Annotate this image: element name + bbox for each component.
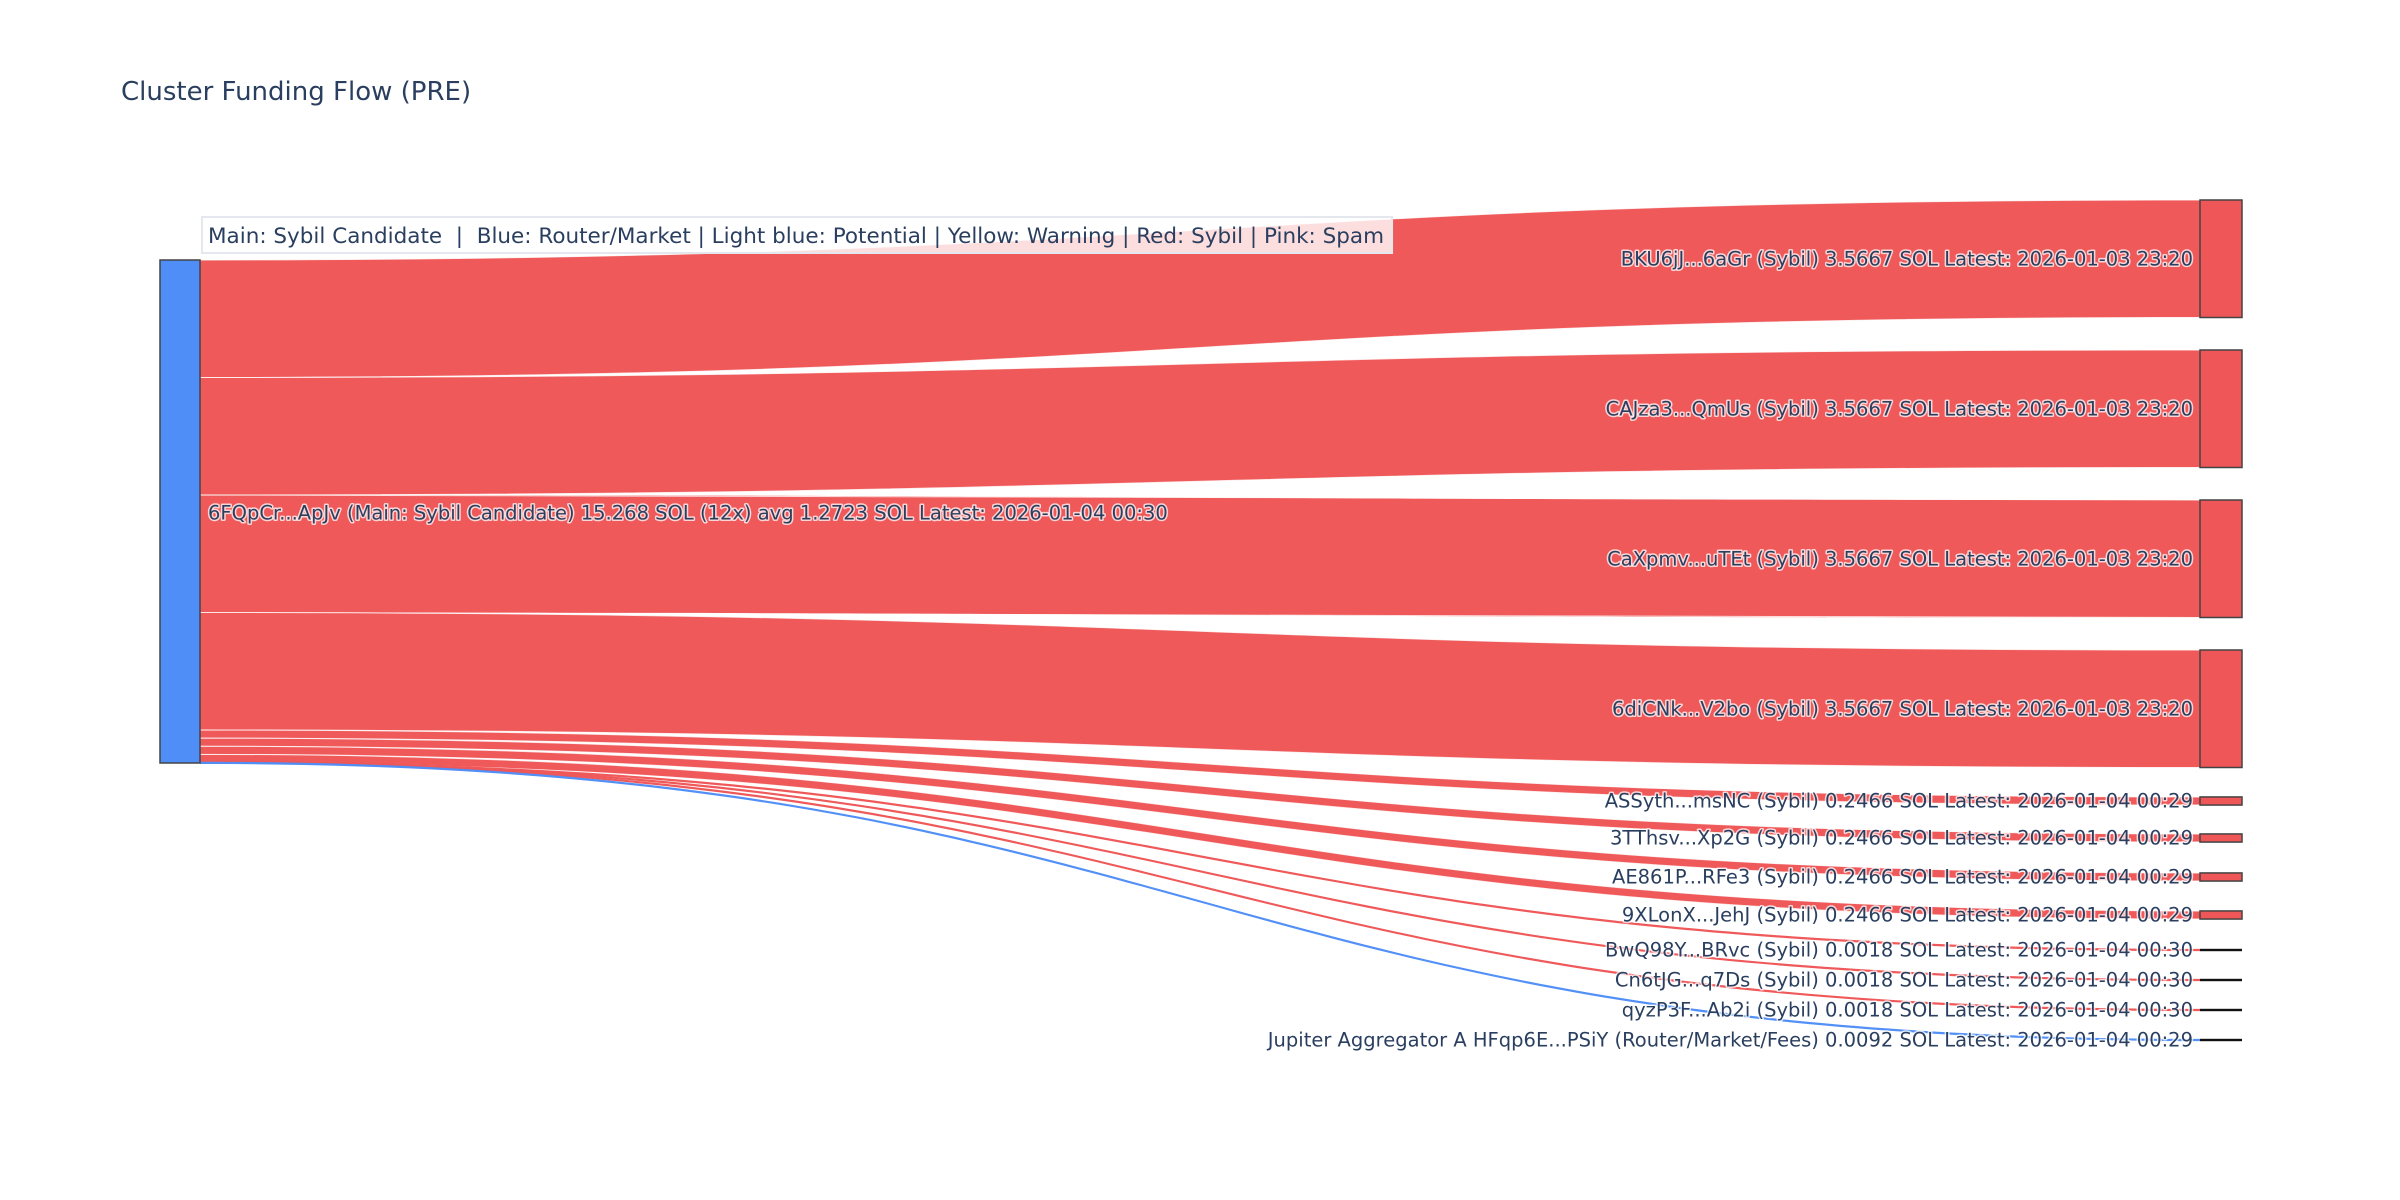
sankey-node-label: Jupiter Aggregator A HFqp6E...PSiY (Rout… [1266,1029,2193,1052]
sankey-node-target-8[interactable] [2199,910,2243,920]
sankey-node-label: CAJza3...QmUs (Sybil) 3.5667 SOL Latest:… [1606,397,2193,420]
sankey-node-label: Cn6tJG...q7Ds (Sybil) 0.0018 SOL Latest:… [1615,969,2193,992]
sankey-node-label: 3TThsv...Xp2G (Sybil) 0.2466 SOL Latest:… [1610,827,2193,850]
chart-title: Cluster Funding Flow (PRE) [121,77,471,107]
sankey-node-label: qyzP3F...Ab2i (Sybil) 0.0018 SOL Latest:… [1622,999,2193,1022]
sankey-node-target-4[interactable] [2199,649,2243,769]
sankey-node-label: AE861P...RFe3 (Sybil) 0.2466 SOL Latest:… [1612,866,2193,889]
legend-annotation-text: Main: Sybil Candidate | Blue: Router/Mar… [208,224,1384,249]
sankey-node-target-2[interactable] [2199,349,2243,469]
sankey-node-label: CaXpmv...uTEt (Sybil) 3.5667 SOL Latest:… [1607,547,2193,570]
sankey-node-target-6[interactable] [2199,833,2243,843]
sankey-node-target-9[interactable] [2200,948,2242,952]
sankey-link-9[interactable] [200,761,2200,952]
sankey-source-label: 6FQpCr...ApJv (Main: Sybil Candidate) 15… [208,502,1168,525]
nodes-layer [159,199,2243,1042]
sankey-node-target-5[interactable] [2199,796,2243,806]
labels-layer: BKU6jJ...6aGr (Sybil) 3.5667 SOL Latest:… [207,246,2195,1053]
sankey-node-target-10[interactable] [2200,978,2242,982]
sankey-node-target-1[interactable] [2199,199,2243,319]
sankey-node-source[interactable] [159,259,201,764]
sankey-node-label: 9XLonX...JehJ (Sybil) 0.2466 SOL Latest:… [1622,904,2193,927]
sankey-link-12[interactable] [200,761,2200,1042]
legend-annotation: Main: Sybil Candidate | Blue: Router/Mar… [201,216,1394,254]
sankey-node-label: ASSyth...msNC (Sybil) 0.2466 SOL Latest:… [1605,790,2193,813]
sankey-node-target-12[interactable] [2200,1038,2242,1042]
sankey-node-target-11[interactable] [2200,1008,2242,1012]
sankey-node-target-3[interactable] [2199,499,2243,619]
sankey-node-label: BKU6jJ...6aGr (Sybil) 3.5667 SOL Latest:… [1621,247,2193,270]
sankey-node-label: BwQ98Y...BRvc (Sybil) 0.0018 SOL Latest:… [1605,939,2193,962]
sankey-link-11[interactable] [200,761,2200,1012]
sankey-node-label: 6diCNk...V2bo (Sybil) 3.5667 SOL Latest:… [1612,697,2193,720]
legend-annotation-box [201,216,1394,254]
sankey-node-target-7[interactable] [2199,872,2243,882]
sankey-link-10[interactable] [200,761,2200,982]
